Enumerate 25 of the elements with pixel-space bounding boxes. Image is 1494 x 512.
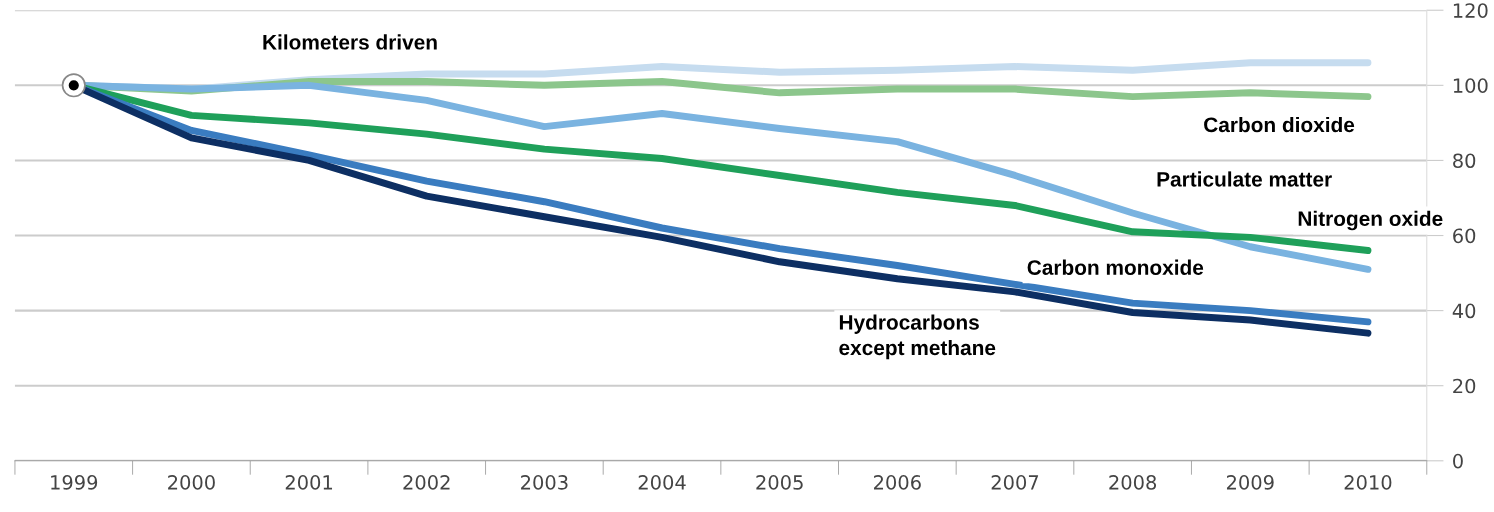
y-tick-label: 120	[1453, 3, 1488, 18]
y-tick-label: 0	[1453, 453, 1463, 469]
x-tick-label: 2002	[403, 475, 450, 490]
x-tick-label: 2003	[521, 475, 568, 490]
x-tick-label: 2008	[1109, 475, 1157, 490]
x-tick-label: 2006	[874, 475, 921, 490]
x-tick-label: 2001	[285, 475, 333, 490]
x-tick-label: 2007	[991, 475, 1039, 490]
y-tick-label: 80	[1453, 153, 1476, 169]
y-tick-label: 40	[1452, 303, 1476, 319]
y-tick-label: 60	[1453, 228, 1476, 244]
x-tick-label: 2010	[1344, 475, 1392, 490]
series-label: Hydrocarbons except methane	[839, 314, 996, 360]
series-label: Particulate matter	[1157, 171, 1332, 187]
x-tick-label: 1999	[51, 475, 98, 490]
series-label: Kilometers driven	[263, 34, 437, 50]
series-label: Nitrogen oxide	[1298, 210, 1443, 231]
y-tick-label: 100	[1453, 78, 1488, 93]
y-tick-label: 20	[1453, 378, 1476, 394]
x-tick-label: 2005	[756, 475, 803, 490]
series-label: Carbon monoxide	[1027, 259, 1204, 275]
x-tick-label: 2000	[168, 475, 215, 490]
x-tick-label: 2004	[638, 475, 686, 490]
series-label: Carbon dioxide	[1204, 116, 1355, 133]
x-tick-label: 2009	[1226, 475, 1274, 490]
